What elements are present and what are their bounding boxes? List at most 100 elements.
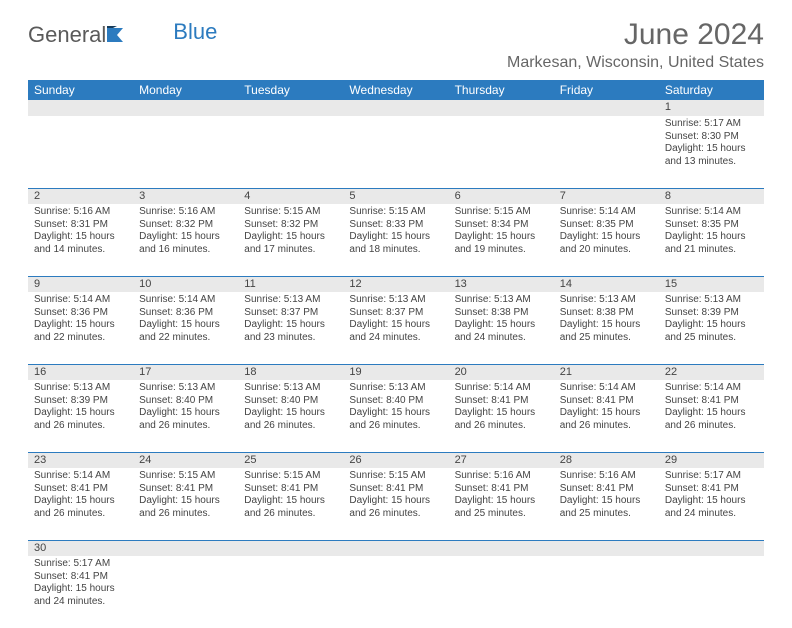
daylight-line: Daylight: 15 hours and 26 minutes. [34, 407, 127, 432]
daylight-line: Daylight: 15 hours and 25 minutes. [560, 495, 653, 520]
sunset-line: Sunset: 8:33 PM [349, 219, 442, 232]
daylight-line: Daylight: 15 hours and 25 minutes. [455, 495, 548, 520]
day-details: Sunrise: 5:14 AMSunset: 8:35 PMDaylight:… [554, 204, 659, 260]
day-number: 3 [133, 188, 238, 204]
day-details: Sunrise: 5:14 AMSunset: 8:41 PMDaylight:… [659, 380, 764, 436]
weekday-header: Wednesday [343, 80, 448, 100]
day-number: 30 [28, 540, 133, 556]
sunset-line: Sunset: 8:41 PM [139, 483, 232, 496]
week-row: Sunrise: 5:13 AMSunset: 8:39 PMDaylight:… [28, 380, 764, 452]
day-details: Sunrise: 5:14 AMSunset: 8:35 PMDaylight:… [659, 204, 764, 260]
week-row: Sunrise: 5:16 AMSunset: 8:31 PMDaylight:… [28, 204, 764, 276]
day-details: Sunrise: 5:13 AMSunset: 8:40 PMDaylight:… [238, 380, 343, 436]
day-number: 19 [343, 364, 448, 380]
month-title: June 2024 [507, 18, 764, 52]
day-cell: Sunrise: 5:15 AMSunset: 8:33 PMDaylight:… [343, 204, 448, 276]
sunset-line: Sunset: 8:41 PM [665, 483, 758, 496]
day-number: 24 [133, 452, 238, 468]
sunrise-line: Sunrise: 5:13 AM [34, 382, 127, 395]
day-details: Sunrise: 5:15 AMSunset: 8:41 PMDaylight:… [343, 468, 448, 524]
sunrise-line: Sunrise: 5:15 AM [244, 206, 337, 219]
day-cell [343, 116, 448, 188]
sunrise-line: Sunrise: 5:14 AM [34, 294, 127, 307]
sunrise-line: Sunrise: 5:17 AM [665, 470, 758, 483]
week-row: Sunrise: 5:17 AMSunset: 8:30 PMDaylight:… [28, 116, 764, 188]
day-cell [659, 556, 764, 628]
day-details: Sunrise: 5:15 AMSunset: 8:32 PMDaylight:… [238, 204, 343, 260]
day-cell: Sunrise: 5:13 AMSunset: 8:37 PMDaylight:… [343, 292, 448, 364]
sunrise-line: Sunrise: 5:13 AM [349, 382, 442, 395]
day-cell: Sunrise: 5:17 AMSunset: 8:30 PMDaylight:… [659, 116, 764, 188]
daynum-row: 2345678 [28, 188, 764, 204]
sunrise-line: Sunrise: 5:13 AM [560, 294, 653, 307]
day-details: Sunrise: 5:13 AMSunset: 8:37 PMDaylight:… [343, 292, 448, 348]
sunset-line: Sunset: 8:39 PM [665, 307, 758, 320]
day-cell: Sunrise: 5:13 AMSunset: 8:39 PMDaylight:… [659, 292, 764, 364]
day-number: 2 [28, 188, 133, 204]
daylight-line: Daylight: 15 hours and 16 minutes. [139, 231, 232, 256]
sunset-line: Sunset: 8:35 PM [665, 219, 758, 232]
day-cell: Sunrise: 5:14 AMSunset: 8:36 PMDaylight:… [133, 292, 238, 364]
daylight-line: Daylight: 15 hours and 21 minutes. [665, 231, 758, 256]
header: General Blue June 2024 Markesan, Wiscons… [28, 18, 764, 72]
daylight-line: Daylight: 15 hours and 13 minutes. [665, 143, 758, 168]
day-cell [28, 116, 133, 188]
day-number: 29 [659, 452, 764, 468]
sunset-line: Sunset: 8:41 PM [34, 483, 127, 496]
day-details: Sunrise: 5:16 AMSunset: 8:31 PMDaylight:… [28, 204, 133, 260]
day-details: Sunrise: 5:15 AMSunset: 8:33 PMDaylight:… [343, 204, 448, 260]
day-cell: Sunrise: 5:13 AMSunset: 8:38 PMDaylight:… [449, 292, 554, 364]
day-number: 25 [238, 452, 343, 468]
day-cell: Sunrise: 5:14 AMSunset: 8:41 PMDaylight:… [554, 380, 659, 452]
sunset-line: Sunset: 8:41 PM [34, 571, 127, 584]
sunset-line: Sunset: 8:35 PM [560, 219, 653, 232]
day-cell: Sunrise: 5:16 AMSunset: 8:32 PMDaylight:… [133, 204, 238, 276]
daylight-line: Daylight: 15 hours and 20 minutes. [560, 231, 653, 256]
day-details: Sunrise: 5:14 AMSunset: 8:36 PMDaylight:… [133, 292, 238, 348]
day-cell: Sunrise: 5:15 AMSunset: 8:32 PMDaylight:… [238, 204, 343, 276]
day-number: 21 [554, 364, 659, 380]
weekday-header: Friday [554, 80, 659, 100]
day-cell: Sunrise: 5:13 AMSunset: 8:38 PMDaylight:… [554, 292, 659, 364]
day-cell: Sunrise: 5:14 AMSunset: 8:35 PMDaylight:… [554, 204, 659, 276]
day-details: Sunrise: 5:17 AMSunset: 8:41 PMDaylight:… [659, 468, 764, 524]
day-cell: Sunrise: 5:16 AMSunset: 8:41 PMDaylight:… [449, 468, 554, 540]
flag-icon [107, 22, 127, 48]
sunset-line: Sunset: 8:40 PM [244, 395, 337, 408]
day-cell [554, 556, 659, 628]
day-number: 10 [133, 276, 238, 292]
sunset-line: Sunset: 8:38 PM [560, 307, 653, 320]
day-number [133, 100, 238, 116]
sunrise-line: Sunrise: 5:16 AM [34, 206, 127, 219]
day-number [238, 540, 343, 556]
daylight-line: Daylight: 15 hours and 26 minutes. [34, 495, 127, 520]
day-details: Sunrise: 5:16 AMSunset: 8:41 PMDaylight:… [554, 468, 659, 524]
day-cell [449, 116, 554, 188]
sunrise-line: Sunrise: 5:16 AM [139, 206, 232, 219]
day-number: 17 [133, 364, 238, 380]
day-details: Sunrise: 5:13 AMSunset: 8:37 PMDaylight:… [238, 292, 343, 348]
sunset-line: Sunset: 8:31 PM [34, 219, 127, 232]
day-number [28, 100, 133, 116]
day-number: 15 [659, 276, 764, 292]
sunrise-line: Sunrise: 5:14 AM [560, 382, 653, 395]
sunset-line: Sunset: 8:36 PM [139, 307, 232, 320]
sunrise-line: Sunrise: 5:15 AM [244, 470, 337, 483]
sunrise-line: Sunrise: 5:14 AM [139, 294, 232, 307]
day-details: Sunrise: 5:13 AMSunset: 8:40 PMDaylight:… [343, 380, 448, 436]
daynum-row: 23242526272829 [28, 452, 764, 468]
day-details: Sunrise: 5:15 AMSunset: 8:41 PMDaylight:… [133, 468, 238, 524]
day-number: 13 [449, 276, 554, 292]
sunset-line: Sunset: 8:38 PM [455, 307, 548, 320]
sunset-line: Sunset: 8:36 PM [34, 307, 127, 320]
daylight-line: Daylight: 15 hours and 26 minutes. [560, 407, 653, 432]
day-details: Sunrise: 5:15 AMSunset: 8:41 PMDaylight:… [238, 468, 343, 524]
day-details: Sunrise: 5:14 AMSunset: 8:36 PMDaylight:… [28, 292, 133, 348]
day-details: Sunrise: 5:16 AMSunset: 8:41 PMDaylight:… [449, 468, 554, 524]
sunrise-line: Sunrise: 5:17 AM [665, 118, 758, 131]
day-cell [343, 556, 448, 628]
day-cell: Sunrise: 5:14 AMSunset: 8:41 PMDaylight:… [449, 380, 554, 452]
day-cell: Sunrise: 5:15 AMSunset: 8:41 PMDaylight:… [133, 468, 238, 540]
daylight-line: Daylight: 15 hours and 18 minutes. [349, 231, 442, 256]
sunrise-line: Sunrise: 5:14 AM [665, 206, 758, 219]
